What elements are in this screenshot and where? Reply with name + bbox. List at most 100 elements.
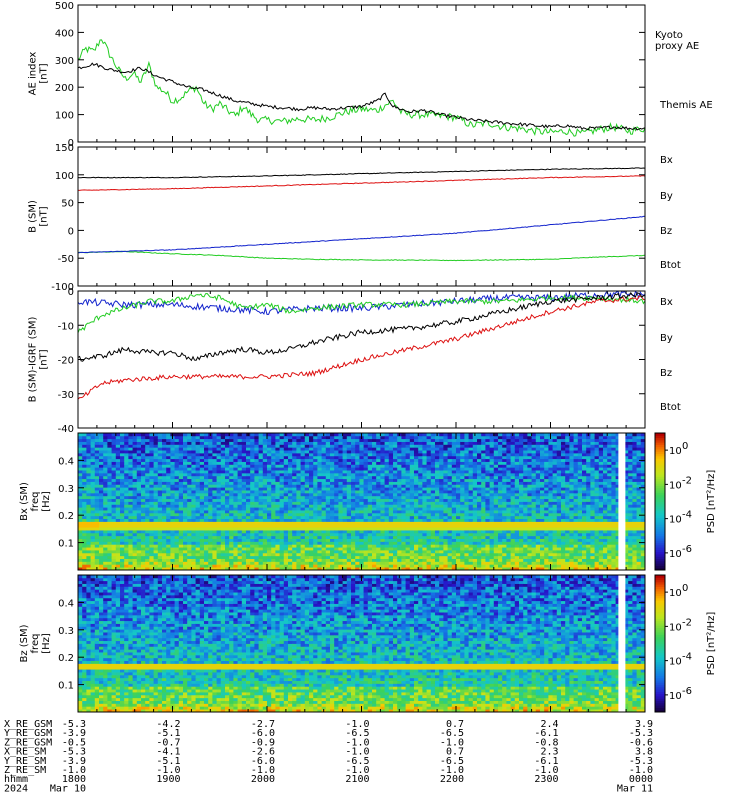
spectrogram-cell	[409, 547, 415, 551]
spectrogram-cell	[216, 467, 222, 471]
spectrogram-cell	[208, 447, 213, 451]
spectrogram-cell	[241, 504, 247, 508]
spectrogram-cell	[472, 475, 478, 480]
spectrogram-cell	[388, 561, 394, 565]
spectrogram-cell	[292, 530, 297, 534]
spectrogram-cell	[439, 535, 444, 539]
spectrogram-cell	[262, 487, 268, 491]
spectrogram-cell	[124, 478, 129, 482]
spectrogram-cell	[271, 561, 276, 565]
spectrogram-cell	[132, 532, 138, 537]
spectrogram-cell	[183, 487, 188, 491]
spectrogram-cell	[334, 495, 339, 500]
spectrogram-cell	[418, 521, 423, 525]
spectrogram-cell	[472, 441, 478, 445]
spectrogram-cell	[225, 512, 230, 517]
spectrogram-cell	[401, 521, 406, 525]
spectrogram-cell	[124, 558, 129, 562]
legend-label: Bz	[660, 368, 672, 379]
spectrogram-cell	[426, 475, 432, 480]
spectrogram-cell	[132, 538, 138, 542]
spectrogram-cell	[258, 455, 264, 460]
spectrogram-cell	[456, 510, 461, 514]
spectrogram-cell	[397, 487, 402, 491]
spectrogram-cell	[136, 492, 142, 497]
spectrogram-cell	[157, 518, 163, 522]
spectrogram-cell	[120, 521, 125, 525]
spectrogram-cell	[418, 472, 423, 477]
spectrogram-cell	[422, 530, 427, 534]
spectrogram-cell	[346, 541, 352, 545]
spectrogram-cell	[359, 532, 364, 537]
spectrogram-cell	[409, 470, 415, 474]
spectrogram-cell	[187, 464, 192, 468]
spectrogram-cell	[401, 504, 406, 508]
spectrogram-cell	[367, 541, 373, 545]
spectrogram-cell	[355, 561, 360, 565]
spectrogram-cell	[174, 521, 180, 525]
spectrogram-cell	[418, 524, 423, 528]
spectrogram-cell	[435, 507, 440, 511]
spectrogram-cell	[115, 447, 121, 451]
spectrogram-cell	[86, 481, 91, 485]
spectrogram-cell	[271, 495, 276, 500]
spectrogram-cell	[78, 470, 83, 474]
spectrogram-cell	[271, 450, 276, 454]
spectrogram-cell	[250, 438, 255, 442]
spectrogram-cell	[304, 467, 310, 471]
legend-label: Btot	[660, 402, 681, 413]
spectrogram-cell	[115, 532, 121, 537]
spectrogram-cell	[199, 521, 205, 525]
spectrogram-cell	[380, 487, 385, 491]
spectrogram-cell	[384, 564, 390, 568]
spectrogram-cell	[267, 515, 272, 520]
spectrogram-cell	[405, 444, 411, 448]
spectrogram-cell	[124, 515, 129, 520]
spectrogram-cell	[141, 510, 146, 514]
spectrogram-cell	[149, 433, 154, 437]
spectrogram-cell	[99, 461, 104, 465]
spectrogram-cell	[103, 550, 108, 554]
spectrogram-cell	[325, 541, 331, 545]
spectrogram-cell	[426, 484, 432, 488]
spectrogram-cell	[372, 472, 377, 477]
spectrogram-cell	[451, 455, 457, 460]
spectrogram-cell	[233, 490, 238, 494]
spectrogram-cell	[460, 470, 465, 474]
spectrogram-cell	[435, 518, 440, 522]
spectrogram-cell	[78, 535, 83, 539]
spectrogram-cell	[367, 547, 373, 551]
spectrogram-cell	[384, 504, 390, 508]
spectrogram-cell	[103, 510, 108, 514]
spectrogram-cell	[288, 435, 293, 440]
spectrogram-cell	[229, 552, 234, 557]
spectrogram-cell	[401, 458, 406, 462]
spectrogram-cell	[380, 433, 385, 437]
spectrogram-cell	[208, 527, 213, 531]
spectrogram-cell	[359, 504, 364, 508]
spectrogram-cell	[388, 507, 394, 511]
spectrogram-cell	[187, 495, 192, 500]
spectrogram-cell	[166, 535, 171, 539]
spectrogram-cell	[103, 535, 108, 539]
spectrogram-cell	[94, 475, 100, 480]
spectrogram-cell	[414, 435, 419, 440]
spectrogram-cell	[262, 444, 268, 448]
spectrogram-cell	[300, 510, 306, 514]
spectrogram-cell	[283, 512, 289, 517]
spectrogram-cell	[380, 438, 385, 442]
spectrogram-cell	[174, 472, 180, 477]
spectrogram-cell	[409, 447, 415, 451]
spectrogram-cell	[115, 530, 121, 534]
spectrogram-cell	[397, 564, 402, 568]
spectrogram-cell	[233, 467, 238, 471]
spectrogram-cell	[271, 538, 276, 542]
spectrogram-cell	[216, 552, 222, 557]
spectrogram-cell	[187, 470, 192, 474]
spectrogram-cell	[195, 433, 201, 437]
spectrogram-cell	[250, 490, 255, 494]
spectrogram-cell	[254, 515, 259, 520]
spectrogram-cell	[254, 558, 259, 562]
spectrogram-cell	[153, 552, 159, 557]
spectrogram-cell	[422, 561, 427, 565]
